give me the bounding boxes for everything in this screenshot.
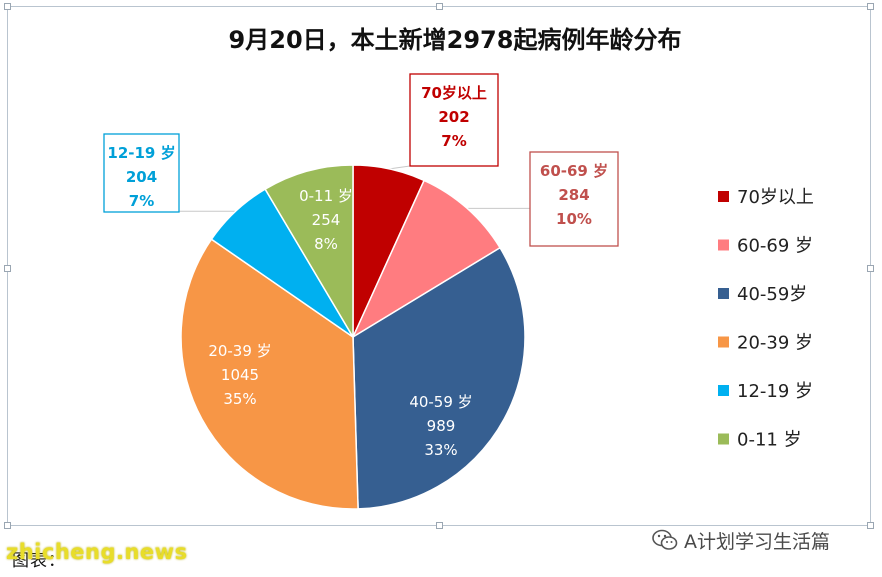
legend-swatch [718, 433, 729, 445]
pie-slice [180, 238, 359, 510]
legend-label: 0-11 岁 [737, 430, 802, 451]
resize-handle-top-right[interactable] [867, 3, 874, 10]
callout-count: 284 [558, 186, 589, 204]
slice-labels: 40-59 岁 989 33% 20-39 岁 1045 35% 0-11 岁 254 8% [208, 187, 472, 459]
legend-label: 20-39 岁 [737, 333, 813, 354]
leader-lines [179, 165, 530, 212]
slice-label-count: 989 [427, 417, 456, 435]
resize-handle-bottom-left[interactable] [4, 522, 11, 529]
callout-count: 202 [438, 108, 469, 126]
slice-label-count: 254 [312, 211, 341, 229]
slice-callouts: 70岁以上 202 7% 60-69 岁 284 10% 12-19 岁 204 7% [103, 73, 619, 247]
resize-handle-right[interactable] [867, 265, 874, 272]
callout-percent: 10% [556, 210, 592, 228]
callout-percent: 7% [129, 192, 154, 210]
pie-slice [352, 246, 526, 510]
pie-slices [180, 164, 526, 510]
source-caption: 图表： [12, 546, 66, 571]
pie-slice [351, 179, 502, 339]
callout-percent: 7% [441, 132, 466, 150]
callout-box [409, 73, 499, 167]
resize-handle-bottom[interactable] [436, 522, 443, 529]
slice-label-category: 0-11 岁 [299, 187, 353, 205]
watermark-account: A计划学习生活篇 [652, 525, 830, 555]
legend-label: 12-19 岁 [737, 381, 813, 402]
legend-swatch [718, 191, 729, 202]
leader-line [389, 165, 411, 170]
legend-label: 60-69 岁 [737, 236, 813, 257]
slice-label-count: 1045 [221, 366, 259, 384]
watermark-site: zhicheng.news [6, 540, 188, 564]
legend-swatch [718, 385, 729, 396]
callout-box [529, 151, 619, 247]
legend-swatch [718, 288, 729, 299]
wechat-icon [652, 529, 678, 550]
pie-slice [264, 164, 354, 340]
callout-category: 70岁以上 [421, 84, 487, 102]
resize-handle-left[interactable] [4, 265, 11, 272]
chart-legend: 70岁以上 60-69 岁 40-59岁 20-39 岁 12-19 岁 0-11 岁 [718, 187, 814, 451]
callout-category: 12-19 岁 [107, 144, 175, 162]
legend-swatch [718, 336, 729, 348]
legend-swatch [718, 239, 729, 251]
callout-count: 204 [126, 168, 157, 186]
watermark-account-name: A计划学习生活篇 [684, 530, 830, 553]
resize-handle-top-left[interactable] [4, 3, 11, 10]
legend-label: 40-59岁 [737, 284, 807, 305]
slice-label-percent: 35% [223, 390, 256, 408]
chart-title: 9月20日，本土新增2978起病例年龄分布 [229, 26, 682, 54]
slice-label-percent: 33% [424, 441, 457, 459]
callout-category: 60-69 岁 [540, 162, 608, 180]
callout-box [103, 133, 180, 213]
resize-handle-top[interactable] [436, 3, 443, 10]
resize-handle-bottom-right[interactable] [867, 522, 874, 529]
source-label: 图表： [12, 551, 66, 571]
slice-label-percent: 8% [314, 235, 338, 253]
slice-label-category: 20-39 岁 [208, 342, 271, 360]
slice-label-category: 40-59 岁 [409, 393, 472, 411]
pie-chart: 9月20日，本土新增2978起病例年龄分布 40-59 岁 989 33% 20-39… [103, 26, 814, 510]
legend-label: 70岁以上 [737, 187, 814, 208]
